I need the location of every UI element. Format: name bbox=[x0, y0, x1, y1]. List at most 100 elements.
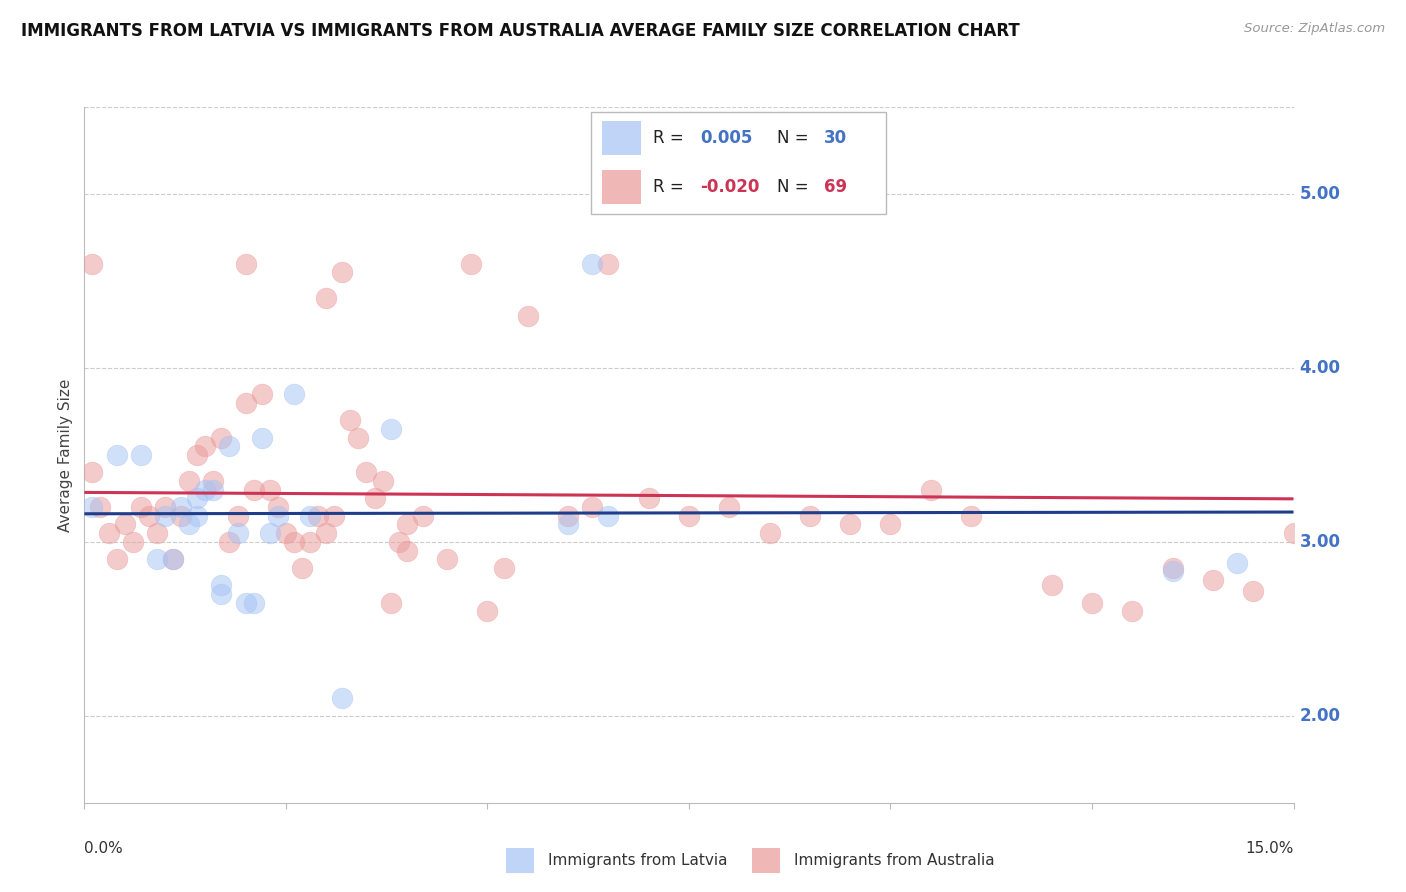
Point bbox=[194, 483, 217, 497]
Point bbox=[1241, 583, 1264, 598]
Point bbox=[170, 508, 193, 523]
Point bbox=[146, 526, 169, 541]
Text: N =: N = bbox=[776, 178, 808, 196]
Point bbox=[153, 508, 176, 523]
Point bbox=[557, 517, 579, 532]
Point bbox=[235, 596, 257, 610]
Point bbox=[114, 517, 136, 532]
Text: 4.00: 4.00 bbox=[1299, 359, 1340, 377]
Point bbox=[82, 466, 104, 480]
Text: -0.020: -0.020 bbox=[700, 178, 759, 196]
Point bbox=[259, 483, 281, 497]
Point bbox=[1161, 565, 1184, 579]
Point bbox=[218, 439, 240, 453]
Point bbox=[380, 596, 402, 610]
Point bbox=[105, 448, 128, 462]
Point bbox=[557, 508, 579, 523]
Point bbox=[1121, 605, 1143, 619]
Point bbox=[330, 265, 353, 279]
Point bbox=[170, 500, 193, 514]
Text: 30: 30 bbox=[824, 128, 846, 146]
Point bbox=[1081, 596, 1104, 610]
Point bbox=[186, 508, 208, 523]
Bar bbox=[602, 120, 641, 154]
Point bbox=[678, 508, 700, 523]
Point bbox=[307, 508, 329, 523]
Point bbox=[274, 526, 297, 541]
Point bbox=[581, 257, 603, 271]
Point bbox=[242, 483, 264, 497]
Point bbox=[226, 508, 249, 523]
Text: 0.005: 0.005 bbox=[700, 128, 752, 146]
Point bbox=[235, 396, 257, 410]
Point bbox=[209, 431, 232, 445]
Text: IMMIGRANTS FROM LATVIA VS IMMIGRANTS FROM AUSTRALIA AVERAGE FAMILY SIZE CORRELAT: IMMIGRANTS FROM LATVIA VS IMMIGRANTS FRO… bbox=[21, 22, 1019, 40]
Point bbox=[758, 526, 780, 541]
Text: Immigrants from Australia: Immigrants from Australia bbox=[794, 854, 995, 868]
Point bbox=[1282, 526, 1305, 541]
Point bbox=[799, 508, 821, 523]
Point bbox=[598, 508, 620, 523]
Text: 3.00: 3.00 bbox=[1299, 533, 1340, 551]
Point bbox=[202, 483, 225, 497]
Point bbox=[121, 535, 143, 549]
Point bbox=[1161, 561, 1184, 575]
Text: Source: ZipAtlas.com: Source: ZipAtlas.com bbox=[1244, 22, 1385, 36]
Point bbox=[97, 526, 120, 541]
Point bbox=[388, 535, 411, 549]
Point bbox=[637, 491, 659, 506]
Point bbox=[129, 448, 152, 462]
Point bbox=[315, 291, 337, 305]
Y-axis label: Average Family Size: Average Family Size bbox=[58, 378, 73, 532]
Text: 0.0%: 0.0% bbox=[84, 841, 124, 856]
Point bbox=[186, 448, 208, 462]
Bar bbox=[506, 848, 534, 873]
Point bbox=[839, 517, 862, 532]
Point bbox=[960, 508, 983, 523]
Point bbox=[879, 517, 901, 532]
Point bbox=[516, 309, 538, 323]
Point bbox=[299, 535, 322, 549]
Point bbox=[186, 491, 208, 506]
Point bbox=[138, 508, 160, 523]
Point bbox=[105, 552, 128, 566]
Point bbox=[339, 413, 361, 427]
Point bbox=[209, 587, 232, 601]
Point bbox=[283, 535, 305, 549]
Point bbox=[153, 500, 176, 514]
Text: Immigrants from Latvia: Immigrants from Latvia bbox=[548, 854, 728, 868]
Bar bbox=[752, 848, 780, 873]
Point bbox=[146, 552, 169, 566]
Point bbox=[226, 526, 249, 541]
Point bbox=[250, 387, 273, 401]
Point bbox=[129, 500, 152, 514]
Point bbox=[235, 257, 257, 271]
Point bbox=[209, 578, 232, 592]
Text: R =: R = bbox=[652, 178, 683, 196]
Point bbox=[179, 474, 201, 488]
Point bbox=[477, 605, 499, 619]
Point bbox=[1040, 578, 1063, 592]
Point bbox=[242, 596, 264, 610]
Point bbox=[315, 526, 337, 541]
Point bbox=[347, 431, 370, 445]
Point bbox=[581, 500, 603, 514]
Point bbox=[371, 474, 394, 488]
Bar bbox=[602, 170, 641, 204]
Point bbox=[250, 431, 273, 445]
Point bbox=[82, 500, 104, 514]
Point bbox=[492, 561, 515, 575]
Point bbox=[718, 500, 741, 514]
Point bbox=[598, 257, 620, 271]
Point bbox=[1226, 556, 1249, 570]
Point bbox=[162, 552, 184, 566]
Point bbox=[162, 552, 184, 566]
FancyBboxPatch shape bbox=[591, 112, 886, 214]
Point bbox=[395, 517, 418, 532]
Text: 69: 69 bbox=[824, 178, 846, 196]
Point bbox=[395, 543, 418, 558]
Point bbox=[89, 500, 111, 514]
Point bbox=[179, 517, 201, 532]
Point bbox=[323, 508, 346, 523]
Point bbox=[412, 508, 434, 523]
